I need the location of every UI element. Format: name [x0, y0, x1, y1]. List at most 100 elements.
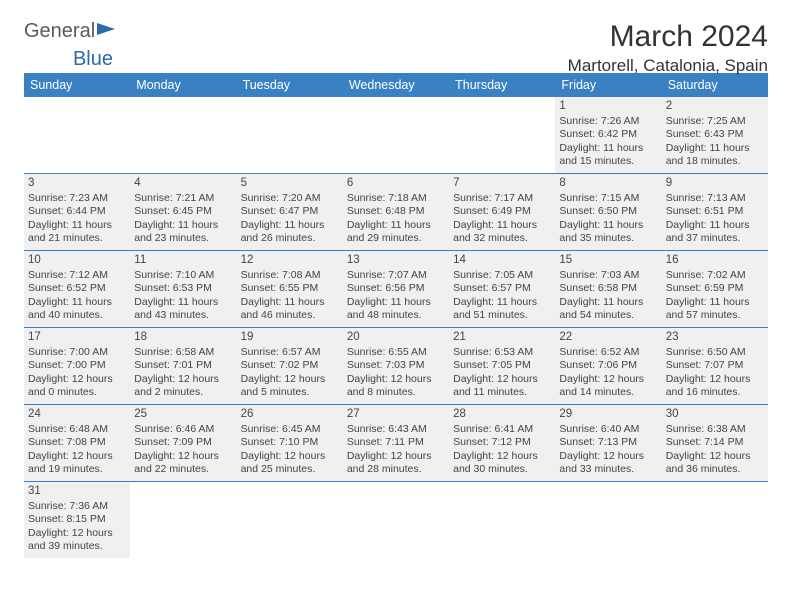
day-header: Tuesday: [237, 73, 343, 97]
sunrise-text: Sunrise: 6:43 AM: [347, 423, 445, 436]
day-number: 12: [241, 253, 339, 268]
calendar-day: 1Sunrise: 7:26 AMSunset: 6:42 PMDaylight…: [555, 97, 661, 174]
daylight-text: and 32 minutes.: [453, 232, 551, 245]
day-number: 4: [134, 176, 232, 191]
calendar-empty: [449, 482, 555, 559]
daylight-text: and 51 minutes.: [453, 309, 551, 322]
daylight-text: and 46 minutes.: [241, 309, 339, 322]
daylight-text: Daylight: 12 hours: [559, 450, 657, 463]
sunset-text: Sunset: 6:43 PM: [666, 128, 764, 141]
calendar-day: 20Sunrise: 6:55 AMSunset: 7:03 PMDayligh…: [343, 328, 449, 405]
daylight-text: Daylight: 11 hours: [559, 219, 657, 232]
day-number: 2: [666, 99, 764, 114]
calendar-empty: [24, 97, 130, 174]
daylight-text: Daylight: 12 hours: [453, 373, 551, 386]
daylight-text: Daylight: 12 hours: [28, 450, 126, 463]
daylight-text: Daylight: 11 hours: [241, 219, 339, 232]
day-number: 17: [28, 330, 126, 345]
sunrise-text: Sunrise: 6:52 AM: [559, 346, 657, 359]
calendar-empty: [555, 482, 661, 559]
sunrise-text: Sunrise: 7:08 AM: [241, 269, 339, 282]
daylight-text: and 40 minutes.: [28, 309, 126, 322]
sunrise-text: Sunrise: 6:45 AM: [241, 423, 339, 436]
sunset-text: Sunset: 7:03 PM: [347, 359, 445, 372]
sunset-text: Sunset: 7:09 PM: [134, 436, 232, 449]
daylight-text: Daylight: 12 hours: [134, 373, 232, 386]
sunset-text: Sunset: 7:13 PM: [559, 436, 657, 449]
daylight-text: and 19 minutes.: [28, 463, 126, 476]
calendar-day: 13Sunrise: 7:07 AMSunset: 6:56 PMDayligh…: [343, 251, 449, 328]
daylight-text: Daylight: 12 hours: [134, 450, 232, 463]
sunset-text: Sunset: 6:47 PM: [241, 205, 339, 218]
day-number: 19: [241, 330, 339, 345]
daylight-text: Daylight: 11 hours: [28, 296, 126, 309]
sunrise-text: Sunrise: 7:20 AM: [241, 192, 339, 205]
sunset-text: Sunset: 6:51 PM: [666, 205, 764, 218]
daylight-text: and 30 minutes.: [453, 463, 551, 476]
daylight-text: Daylight: 11 hours: [666, 142, 764, 155]
calendar-week: 10Sunrise: 7:12 AMSunset: 6:52 PMDayligh…: [24, 251, 768, 328]
sunset-text: Sunset: 6:50 PM: [559, 205, 657, 218]
daylight-text: Daylight: 12 hours: [347, 373, 445, 386]
sunset-text: Sunset: 7:11 PM: [347, 436, 445, 449]
sunset-text: Sunset: 7:02 PM: [241, 359, 339, 372]
sunset-text: Sunset: 8:15 PM: [28, 513, 126, 526]
day-number: 16: [666, 253, 764, 268]
calendar-day: 17Sunrise: 7:00 AMSunset: 7:00 PMDayligh…: [24, 328, 130, 405]
sunrise-text: Sunrise: 7:03 AM: [559, 269, 657, 282]
daylight-text: and 26 minutes.: [241, 232, 339, 245]
daylight-text: Daylight: 11 hours: [453, 219, 551, 232]
calendar-day: 19Sunrise: 6:57 AMSunset: 7:02 PMDayligh…: [237, 328, 343, 405]
day-number: 29: [559, 407, 657, 422]
daylight-text: and 18 minutes.: [666, 155, 764, 168]
sunrise-text: Sunrise: 6:55 AM: [347, 346, 445, 359]
calendar-empty: [237, 482, 343, 559]
daylight-text: and 21 minutes.: [28, 232, 126, 245]
daylight-text: Daylight: 11 hours: [453, 296, 551, 309]
calendar-day: 23Sunrise: 6:50 AMSunset: 7:07 PMDayligh…: [662, 328, 768, 405]
day-header-row: SundayMondayTuesdayWednesdayThursdayFrid…: [24, 73, 768, 97]
sunrise-text: Sunrise: 7:13 AM: [666, 192, 764, 205]
day-header: Wednesday: [343, 73, 449, 97]
calendar-day: 15Sunrise: 7:03 AMSunset: 6:58 PMDayligh…: [555, 251, 661, 328]
calendar-day: 5Sunrise: 7:20 AMSunset: 6:47 PMDaylight…: [237, 174, 343, 251]
day-number: 1: [559, 99, 657, 114]
day-number: 10: [28, 253, 126, 268]
sunrise-text: Sunrise: 7:07 AM: [347, 269, 445, 282]
day-header: Thursday: [449, 73, 555, 97]
day-number: 22: [559, 330, 657, 345]
calendar-day: 24Sunrise: 6:48 AMSunset: 7:08 PMDayligh…: [24, 405, 130, 482]
day-number: 15: [559, 253, 657, 268]
sunrise-text: Sunrise: 7:05 AM: [453, 269, 551, 282]
calendar-day: 3Sunrise: 7:23 AMSunset: 6:44 PMDaylight…: [24, 174, 130, 251]
sunrise-text: Sunrise: 7:18 AM: [347, 192, 445, 205]
daylight-text: and 35 minutes.: [559, 232, 657, 245]
daylight-text: and 14 minutes.: [559, 386, 657, 399]
daylight-text: and 39 minutes.: [28, 540, 126, 553]
daylight-text: Daylight: 11 hours: [134, 219, 232, 232]
calendar-day: 4Sunrise: 7:21 AMSunset: 6:45 PMDaylight…: [130, 174, 236, 251]
daylight-text: Daylight: 11 hours: [134, 296, 232, 309]
daylight-text: and 48 minutes.: [347, 309, 445, 322]
calendar-day: 7Sunrise: 7:17 AMSunset: 6:49 PMDaylight…: [449, 174, 555, 251]
daylight-text: Daylight: 12 hours: [28, 373, 126, 386]
calendar-empty: [662, 482, 768, 559]
daylight-text: Daylight: 11 hours: [666, 219, 764, 232]
sunset-text: Sunset: 6:48 PM: [347, 205, 445, 218]
calendar-day: 11Sunrise: 7:10 AMSunset: 6:53 PMDayligh…: [130, 251, 236, 328]
day-number: 31: [28, 484, 126, 499]
calendar-day: 31Sunrise: 7:36 AMSunset: 8:15 PMDayligh…: [24, 482, 130, 559]
sunset-text: Sunset: 7:05 PM: [453, 359, 551, 372]
sunset-text: Sunset: 6:44 PM: [28, 205, 126, 218]
day-number: 20: [347, 330, 445, 345]
sunrise-text: Sunrise: 7:21 AM: [134, 192, 232, 205]
calendar-empty: [343, 482, 449, 559]
sunrise-text: Sunrise: 7:17 AM: [453, 192, 551, 205]
calendar-day: 16Sunrise: 7:02 AMSunset: 6:59 PMDayligh…: [662, 251, 768, 328]
daylight-text: and 28 minutes.: [347, 463, 445, 476]
calendar-day: 14Sunrise: 7:05 AMSunset: 6:57 PMDayligh…: [449, 251, 555, 328]
calendar-empty: [130, 482, 236, 559]
logo-text-general: General: [24, 20, 95, 43]
daylight-text: and 0 minutes.: [28, 386, 126, 399]
sunset-text: Sunset: 7:07 PM: [666, 359, 764, 372]
